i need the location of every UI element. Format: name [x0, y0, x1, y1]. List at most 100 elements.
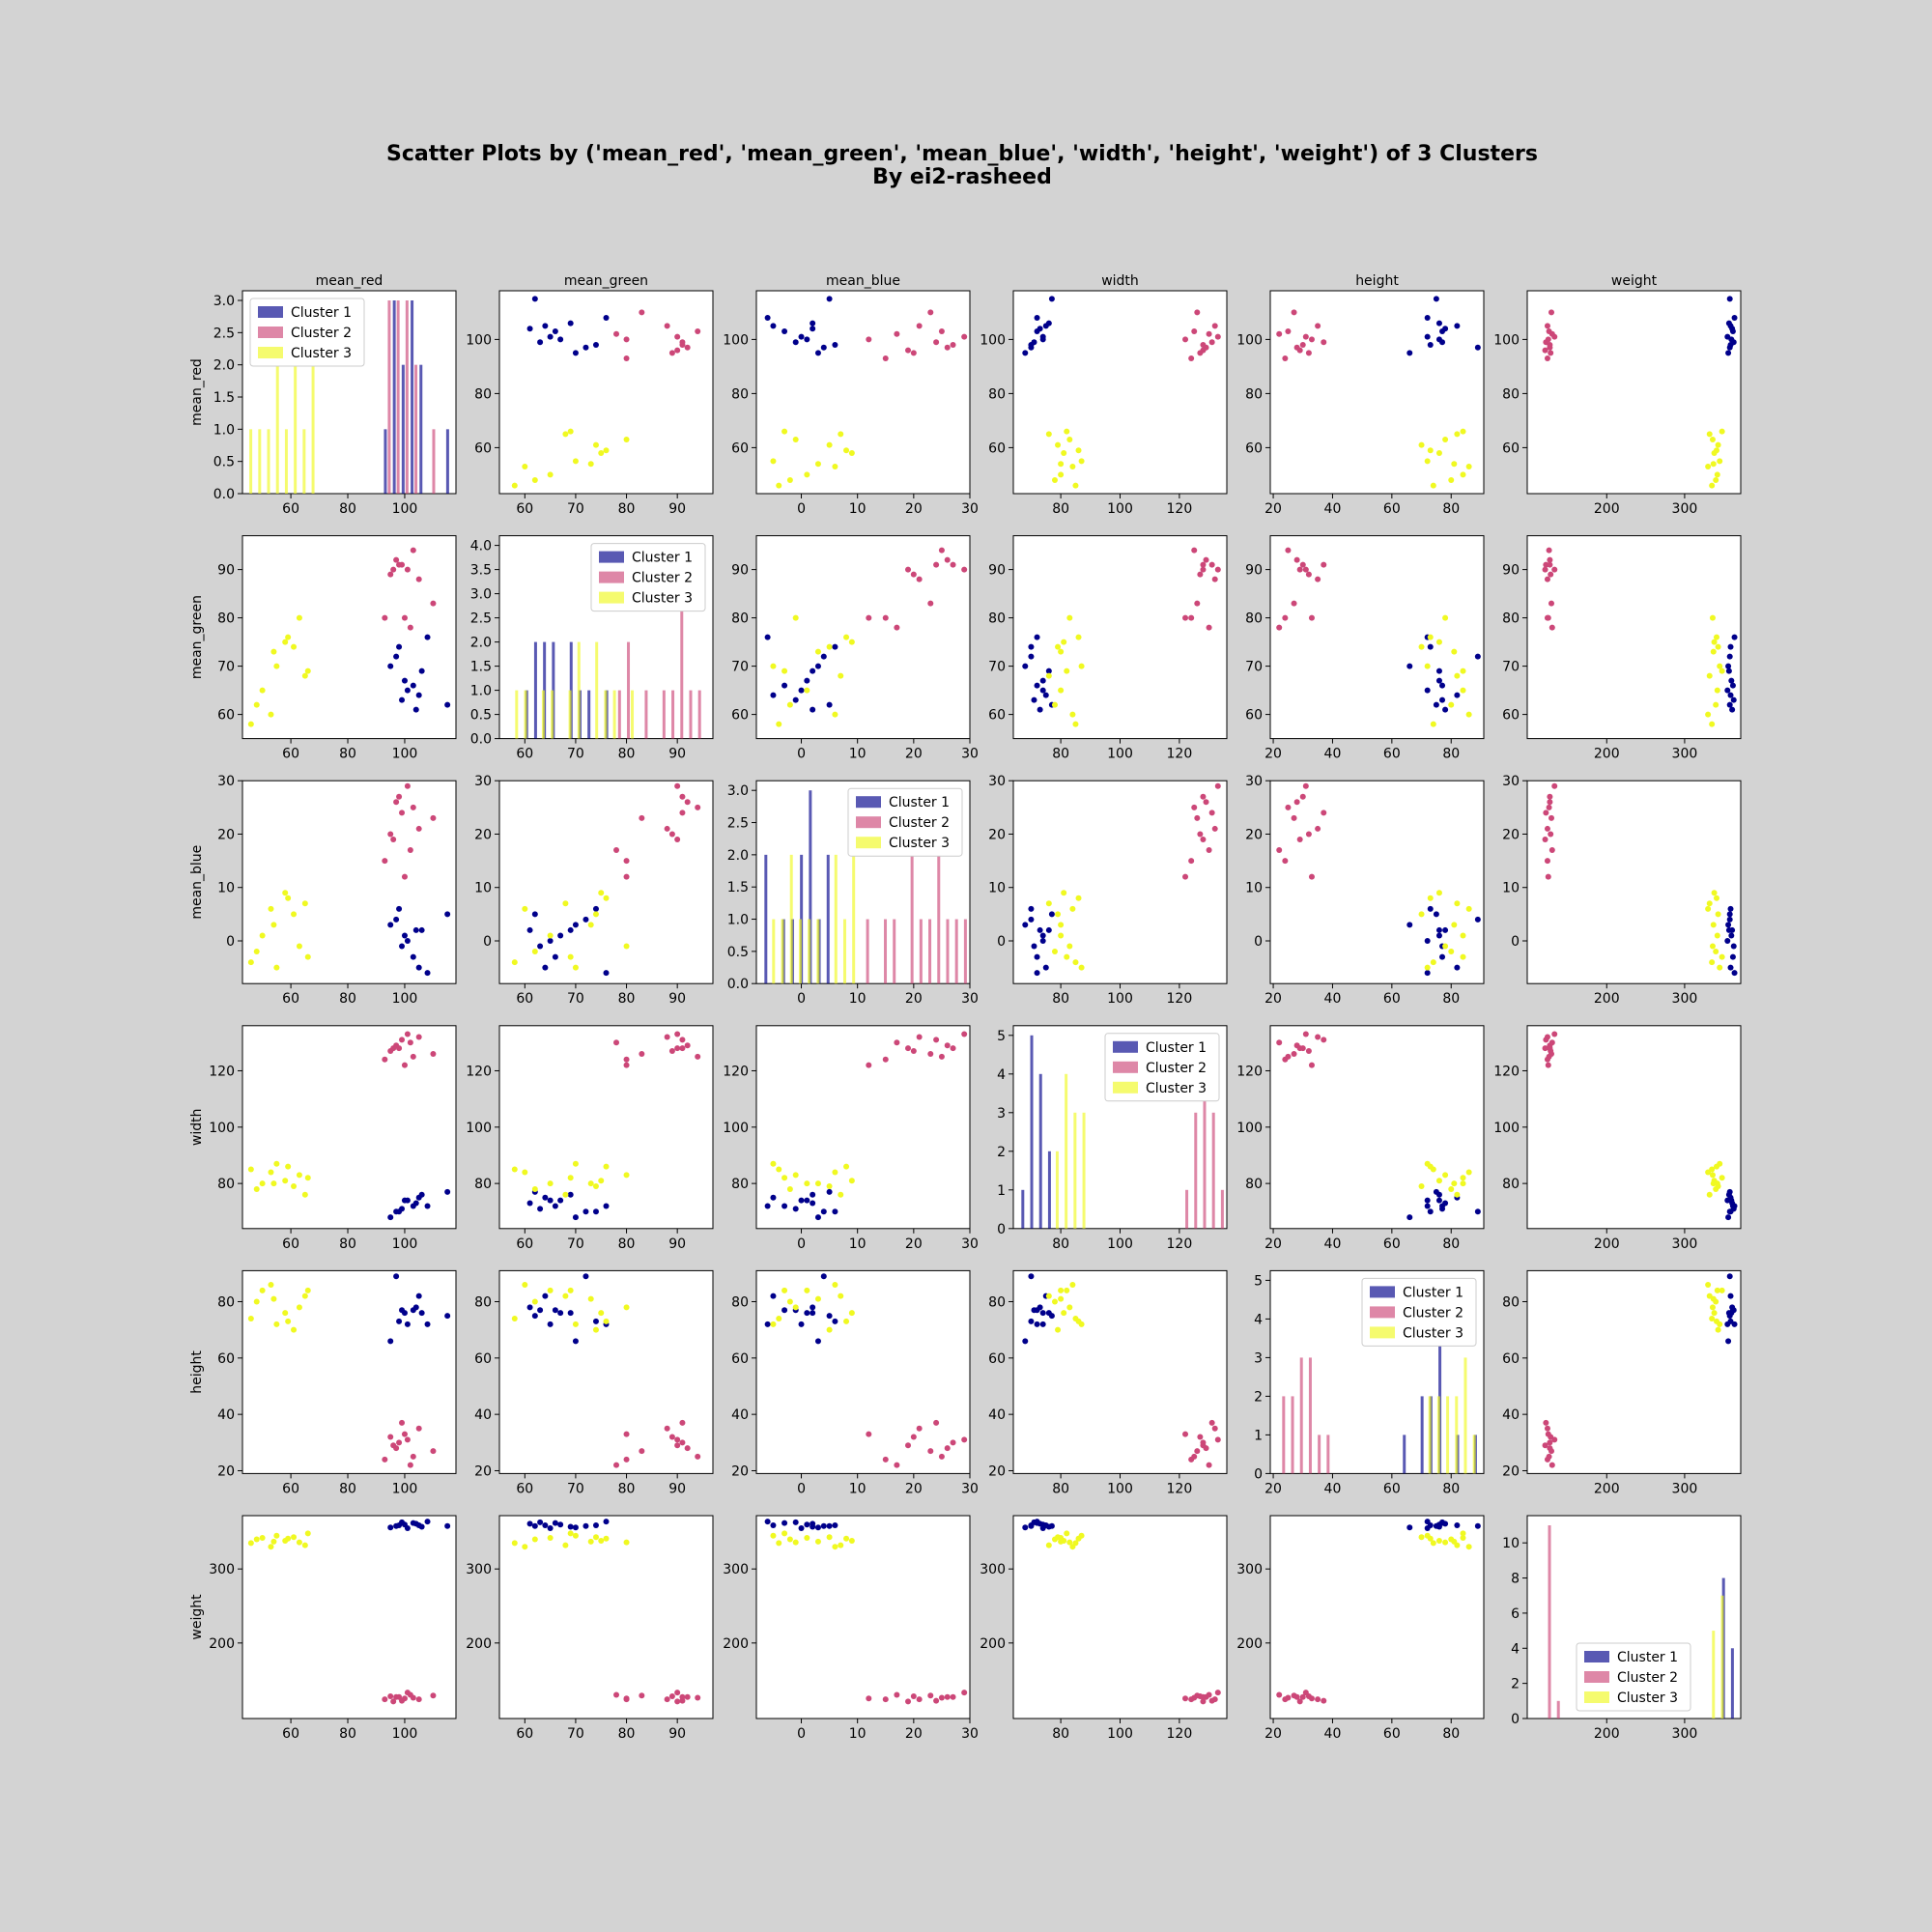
scatter-point [572, 1524, 579, 1531]
scatter-point [1545, 873, 1551, 880]
y-tick-label: 100 [980, 332, 1006, 348]
scatter-point [1547, 1045, 1553, 1052]
scatter-point [764, 1519, 771, 1525]
scatter-point [1305, 571, 1312, 578]
histogram-bar [387, 300, 391, 494]
scatter-point [562, 431, 569, 438]
scatter-point [430, 1050, 437, 1057]
histogram-bar [612, 690, 616, 739]
y-tick-label: 1.5 [470, 660, 492, 675]
scatter-point [1188, 858, 1195, 865]
scatter-point [814, 663, 821, 669]
scatter-point [1548, 847, 1555, 854]
scatter-point [1451, 1538, 1458, 1545]
scatter-point [410, 804, 416, 810]
scatter-point [1709, 1304, 1716, 1311]
scatter-point [613, 1039, 620, 1046]
y-tick-label: 70 [988, 660, 1006, 675]
scatter-point [1034, 970, 1040, 977]
scatter-point [843, 447, 850, 454]
scatter-point [444, 1313, 451, 1320]
y-tick-label: 80 [1502, 611, 1520, 627]
scatter-point [301, 1542, 308, 1548]
scatter-point [1291, 1050, 1297, 1057]
scatter-point [1058, 1538, 1065, 1545]
scatter-point [1725, 668, 1732, 674]
scatter-point [1075, 895, 1082, 901]
y-tick-label: 30 [1245, 774, 1263, 789]
scatter-point [810, 320, 816, 327]
scatter-point [1544, 323, 1550, 329]
scatter-point [1442, 1539, 1449, 1546]
scatter-point [393, 916, 400, 923]
scatter-point [639, 1692, 645, 1699]
scatter-point [679, 1439, 686, 1446]
scatter-point [285, 634, 292, 640]
scatter-point [387, 1338, 394, 1345]
scatter-point [826, 1188, 833, 1195]
legend-swatch [258, 327, 283, 338]
scatter-point [1551, 1031, 1558, 1037]
y-tick-label: 60 [474, 440, 492, 456]
scatter-point [415, 692, 422, 698]
x-tick-label: 80 [1052, 501, 1069, 517]
scatter-point [832, 464, 838, 469]
scatter-point [804, 687, 810, 694]
y-tick-label: 2.0 [727, 848, 749, 864]
histogram-bar [1720, 1595, 1724, 1719]
histogram-bar [1548, 1525, 1551, 1719]
scatter-point [786, 1185, 793, 1192]
scatter-point [832, 1169, 838, 1176]
scatter-point [531, 296, 538, 302]
scatter-point [537, 339, 544, 346]
scatter-point [695, 1453, 701, 1460]
scatter-point [1442, 614, 1449, 621]
x-tick-label: 0 [797, 1236, 806, 1252]
scatter-point [832, 342, 838, 348]
scatter-point [1045, 1293, 1052, 1299]
scatter-point [910, 571, 917, 578]
scatter-point [933, 1419, 940, 1426]
scatter-point [282, 890, 289, 896]
scatter-point [1715, 441, 1721, 448]
scatter-point [1194, 309, 1201, 316]
scatter-point [1705, 711, 1712, 718]
y-tick-label: 80 [474, 1177, 492, 1192]
scatter-point [639, 1448, 645, 1455]
scatter-point [1048, 1313, 1055, 1320]
scatter-point [1418, 1534, 1425, 1541]
scatter-point [537, 1307, 544, 1314]
scatter-point [843, 1535, 850, 1542]
scatter-point [552, 1203, 558, 1209]
scatter-point [792, 614, 799, 621]
scatter-point [1308, 1695, 1315, 1702]
x-tick-label: 60 [282, 1726, 299, 1742]
scatter-point [562, 1293, 569, 1299]
x-tick-label: 100 [1107, 1236, 1133, 1252]
scatter-point [1182, 336, 1189, 343]
x-tick-label: 20 [905, 747, 923, 762]
scatter-point [1547, 1439, 1553, 1446]
scatter-point [1460, 1180, 1466, 1187]
scatter-point [623, 1539, 630, 1546]
scatter-point [270, 1538, 277, 1545]
scatter-point [1726, 916, 1733, 923]
scatter-point [572, 1214, 579, 1221]
scatter-point [1547, 342, 1553, 348]
scatter-point [1285, 1053, 1292, 1060]
scatter-point [291, 1534, 298, 1541]
scatter-point [1424, 315, 1431, 321]
histogram-bar [680, 545, 684, 739]
scatter-point [587, 1295, 594, 1302]
scatter-point [810, 1200, 816, 1207]
scatter-point [572, 1532, 579, 1539]
y-tick-label: 70 [217, 660, 235, 675]
scatter-point [1028, 643, 1035, 650]
scatter-point [826, 1534, 833, 1541]
x-tick-label: 60 [516, 1236, 533, 1252]
scatter-point [1439, 339, 1446, 346]
scatter-point [410, 1053, 416, 1060]
scatter-point [247, 1166, 254, 1173]
scatter-point [674, 347, 681, 354]
scatter-point [1729, 953, 1736, 960]
